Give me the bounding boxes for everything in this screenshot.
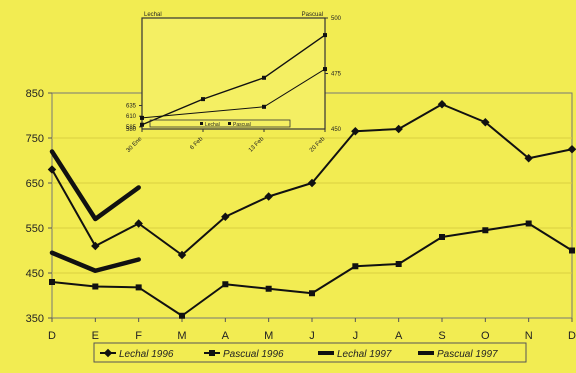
series-point-square: [439, 234, 445, 240]
inset-series-point: [140, 122, 144, 127]
series-point-square: [222, 281, 229, 288]
x-tick-label: N: [525, 330, 533, 342]
main-series-group: [47, 100, 576, 319]
series-point-diamond: [177, 250, 187, 260]
x-tick-label: F: [135, 330, 142, 342]
series-point-diamond: [437, 100, 447, 109]
inset-left-min-label: 580: [126, 127, 137, 133]
legend-label: Pascual 1997: [437, 349, 498, 360]
legend-label: Lechal 1996: [119, 349, 174, 360]
inset-right-axis-title: Pascual: [302, 12, 323, 18]
inset-left-tick-label: 610: [126, 114, 137, 120]
inset-right-min-label: 450: [331, 127, 342, 133]
y-tick-label: 550: [26, 223, 44, 235]
series-point-diamond: [481, 118, 490, 127]
inset-series-point: [201, 97, 205, 102]
x-tick-label: M: [177, 330, 186, 342]
series-point-square: [569, 247, 575, 254]
legend-marker-diamond: [103, 348, 113, 358]
y-tick-label: 350: [26, 313, 44, 325]
series-point-square: [352, 263, 359, 270]
inset-right-tick-label: 500: [331, 16, 342, 22]
series-point-diamond: [307, 178, 317, 188]
x-tick-label: D: [568, 330, 576, 342]
inset-series-point: [140, 115, 144, 120]
legend-label: Lechal 1997: [337, 349, 392, 360]
series-point-diamond: [264, 192, 273, 201]
inset-legend-label: Pascual: [233, 122, 251, 128]
series-point-square: [482, 227, 489, 234]
inset-left-axis-title: Lechal: [144, 12, 162, 18]
series-point-diamond: [221, 212, 230, 221]
inset-left-tick-label: 585: [126, 125, 137, 131]
series-point-square: [179, 312, 185, 319]
series-line-4: [49, 250, 141, 273]
series-point-square: [525, 220, 532, 227]
series-point-square: [49, 279, 55, 285]
inset-right-tick-label: 475: [331, 72, 342, 78]
inset-legend-label: Lechal: [205, 122, 220, 128]
legend-box: [93, 342, 527, 363]
inset-legend-marker: [200, 122, 203, 125]
inset-left-tick-label: 635: [126, 104, 137, 110]
inset-series-point: [262, 75, 266, 80]
inset-series-point: [323, 33, 327, 38]
inset-plot-frame: [141, 17, 326, 130]
legend-label: Pascual 1996: [223, 349, 284, 360]
x-tick-label: J: [309, 330, 315, 342]
x-tick-label: S: [438, 330, 445, 342]
x-tick-label: A: [395, 330, 403, 342]
series-point-diamond: [351, 127, 360, 136]
inset-legend-box: [149, 119, 291, 128]
x-tick-label: M: [264, 330, 273, 342]
inset-legend: Lechal Pascual: [149, 119, 291, 128]
series-point-diamond: [91, 241, 100, 251]
y-tick-label: 650: [26, 178, 44, 190]
x-tick-label: O: [481, 330, 490, 342]
series-point-diamond: [134, 219, 143, 228]
legend-marker-square: [209, 350, 215, 356]
y-tick-label: 750: [26, 133, 44, 145]
inset-series-point: [323, 67, 327, 72]
x-tick-label: A: [222, 330, 230, 342]
x-tick-label: E: [92, 330, 99, 342]
series-point-square: [395, 261, 402, 267]
inset-legend-marker: [228, 122, 231, 125]
main-plot: 350 450 550 650 750 850 D E F M A M J J A S O N D: [26, 88, 576, 342]
inset-series-point: [262, 104, 266, 109]
main-legend: Lechal 1996 Pascual 1996 Lechal 1997 Pascua…: [93, 342, 527, 363]
series-point-square: [92, 283, 99, 290]
y-tick-label: 850: [26, 88, 44, 100]
x-tick-label: J: [353, 330, 359, 342]
series-point-square: [265, 285, 272, 292]
main-y-axis: 350 450 550 650 750 850: [26, 88, 52, 325]
series-point-square: [309, 290, 315, 297]
x-tick-label: D: [48, 330, 56, 342]
y-tick-label: 450: [26, 268, 44, 280]
inset-series-group: [140, 33, 327, 127]
series-line-3: [49, 149, 141, 222]
inset-series-line-1: [141, 34, 326, 126]
series-point-square: [135, 284, 142, 291]
series-point-diamond: [394, 124, 403, 134]
series-point-diamond: [47, 165, 57, 174]
